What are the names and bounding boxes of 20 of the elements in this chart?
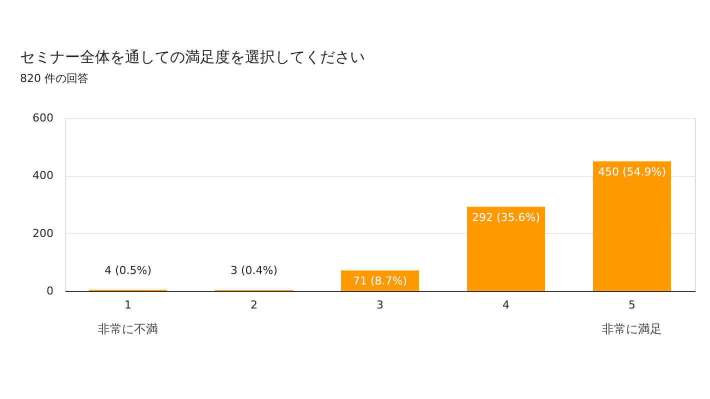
data-label: 292 (35.6%)	[472, 210, 540, 224]
text: 非常に不満	[98, 322, 158, 336]
x-tick-label: 2	[250, 298, 258, 312]
chart-title: セミナー全体を通しての満足度を選択してください	[20, 48, 365, 66]
data-label: 71 (8.7%)	[352, 274, 408, 288]
data-label: 4 (0.5%)	[104, 264, 152, 277]
x-tick-label: 3	[376, 298, 384, 312]
x-tick-label: 5	[628, 298, 636, 312]
x-tick-label: 4	[502, 298, 510, 312]
y-tick-label: 200	[32, 226, 54, 240]
chart-subtitle: 820 件の回答	[20, 72, 88, 85]
data-label: 450 (54.9%)	[598, 165, 666, 178]
bar	[466, 206, 546, 291]
x-tick-label: 1	[124, 298, 132, 312]
y-tick-label: 400	[32, 169, 54, 182]
y-tick-label: 0	[46, 284, 54, 298]
text: 非常に満足	[602, 322, 662, 336]
bar	[592, 161, 672, 291]
y-tick-label: 600	[32, 112, 54, 124]
data-label: 3 (0.4%)	[230, 264, 278, 278]
